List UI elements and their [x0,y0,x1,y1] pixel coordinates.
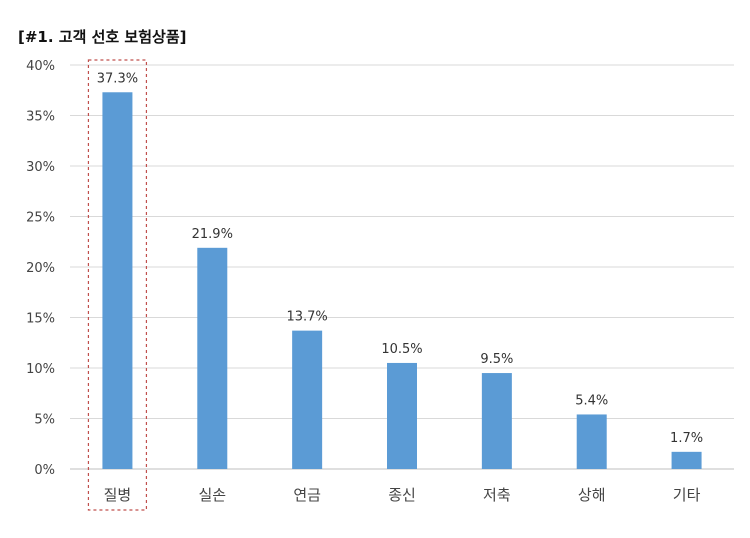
x-category-label: 저축 [483,486,511,504]
bars [102,92,702,470]
bar [102,92,133,470]
y-tick-label: 25% [26,211,55,226]
x-category-label: 기타 [673,486,701,504]
highlight-dashed-box [87,59,148,511]
bar [292,330,323,469]
y-tick-label: 10% [26,362,55,377]
y-tick-label: 0% [34,463,55,478]
y-tick-label: 35% [26,110,55,125]
bar [576,414,607,469]
data-labels: 37.3% 21.9% 13.7% 10.5% 9.5% 5.4% 1.7% [97,71,703,446]
data-label: 37.3% [97,71,138,86]
y-tick-label: 40% [26,59,55,74]
data-label: 21.9% [192,227,233,242]
highlight-box [87,59,148,511]
bar [197,247,228,469]
bar [387,362,417,469]
x-category-label: 연금 [293,486,321,504]
x-category-label: 종신 [388,486,416,504]
y-tick-label: 15% [26,312,55,327]
data-label: 5.4% [575,393,608,408]
y-axis-ticks: 0% 5% 10% 15% 20% 25% 30% 35% 40% [26,59,55,478]
y-tick-label: 30% [26,160,55,175]
y-tick-label: 20% [26,261,55,276]
y-tick-label: 5% [34,413,55,428]
data-label: 13.7% [286,310,327,325]
data-label: 9.5% [480,352,513,367]
x-axis-categories: 질병 실손 연금 종신 저축 상해 기타 [104,486,701,504]
data-label: 10.5% [381,342,422,357]
data-label: 1.7% [670,431,703,446]
bar [671,451,702,469]
x-category-label: 질병 [104,486,132,504]
x-category-label: 실손 [198,486,226,504]
chart-title: [#1. 고객 선호 보험상품] [18,28,187,46]
bar [481,373,512,469]
x-category-label: 상해 [578,486,606,504]
